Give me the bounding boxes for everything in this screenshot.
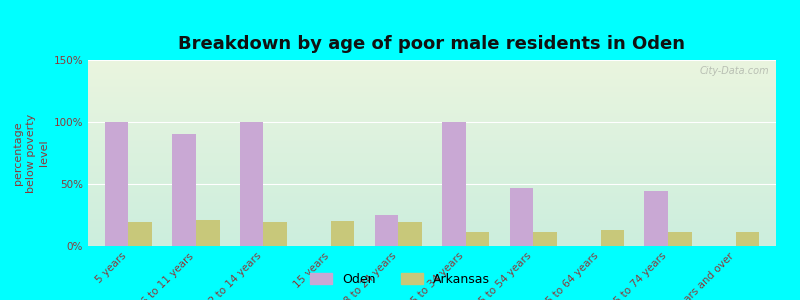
Text: City-Data.com: City-Data.com <box>699 66 769 76</box>
Bar <box>398 222 422 246</box>
Bar <box>466 232 490 246</box>
Bar <box>240 122 263 246</box>
Legend: Oden, Arkansas: Oden, Arkansas <box>305 268 495 291</box>
Bar <box>668 232 692 246</box>
Bar <box>105 122 129 246</box>
Bar <box>196 220 219 246</box>
Bar <box>735 232 759 246</box>
Bar <box>172 134 196 246</box>
Bar <box>129 222 152 246</box>
Bar <box>374 215 398 246</box>
Y-axis label: percentage
below poverty
level: percentage below poverty level <box>13 113 50 193</box>
Bar <box>442 122 466 246</box>
Bar <box>510 188 533 246</box>
Bar <box>533 232 557 246</box>
Bar <box>601 230 624 246</box>
Bar <box>263 222 287 246</box>
Bar <box>645 191 668 246</box>
Title: Breakdown by age of poor male residents in Oden: Breakdown by age of poor male residents … <box>178 35 686 53</box>
Bar <box>331 221 354 246</box>
